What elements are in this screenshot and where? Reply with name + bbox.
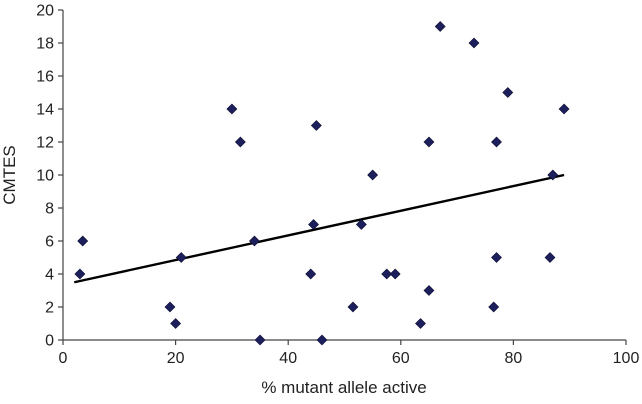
data-point-diamond <box>170 318 182 329</box>
data-point-diamond <box>434 21 446 32</box>
data-point-diamond <box>347 301 359 313</box>
data-point-diamond <box>491 136 502 148</box>
data-point-diamond <box>355 219 367 230</box>
x-tick-label: 20 <box>167 350 185 367</box>
data-point-diamond <box>423 136 435 148</box>
data-point-diamond <box>415 318 426 329</box>
y-tick-label: 10 <box>36 168 54 185</box>
data-point-diamond <box>488 301 500 313</box>
data-point-diamond <box>423 285 435 296</box>
data-points <box>74 21 570 346</box>
x-axis-ticks: 0 20 40 60 80 100 <box>59 340 640 367</box>
data-point-diamond <box>558 103 570 115</box>
y-tick-label: 16 <box>36 69 54 86</box>
y-tick-label: 6 <box>45 234 54 251</box>
y-tick-label: 0 <box>45 333 54 350</box>
data-point-diamond <box>254 334 266 346</box>
y-tick-label: 20 <box>36 3 54 20</box>
y-tick-label: 2 <box>45 300 54 317</box>
data-point-diamond <box>164 301 176 313</box>
y-tick-label: 12 <box>36 135 54 152</box>
data-point-diamond <box>226 103 238 115</box>
data-point-diamond <box>234 136 246 148</box>
data-point-diamond <box>544 252 556 263</box>
y-tick-label: 18 <box>36 36 54 53</box>
data-point-diamond <box>305 268 317 280</box>
data-point-diamond <box>175 252 187 263</box>
y-tick-label: 8 <box>45 201 54 218</box>
data-point-diamond <box>248 235 260 247</box>
x-tick-label: 0 <box>59 350 68 367</box>
data-point-diamond <box>389 268 401 280</box>
y-axis-ticks: 0 2 4 6 8 10 12 14 16 18 20 <box>36 3 63 350</box>
y-axis-title: CMTES <box>0 145 19 205</box>
data-point-diamond <box>74 268 86 280</box>
plot-area: 0 2 4 6 8 10 12 14 16 18 20 0 20 40 60 80 100 <box>36 3 639 368</box>
data-point-diamond <box>310 120 322 131</box>
x-tick-label: 100 <box>613 350 640 367</box>
data-point-diamond <box>308 219 319 230</box>
x-axis-title: % mutant allele active <box>261 378 426 397</box>
y-tick-label: 4 <box>45 267 54 284</box>
data-point-diamond <box>468 37 480 49</box>
data-point-diamond <box>491 252 502 263</box>
data-point-diamond <box>316 334 328 346</box>
y-tick-label: 14 <box>36 102 54 119</box>
x-tick-label: 80 <box>505 350 523 367</box>
data-point-diamond <box>77 235 89 247</box>
data-point-diamond <box>367 169 379 181</box>
data-point-diamond <box>547 169 559 181</box>
x-tick-label: 40 <box>279 350 297 367</box>
data-point-diamond <box>502 87 514 98</box>
x-tick-label: 60 <box>392 350 410 367</box>
data-point-diamond <box>381 268 393 280</box>
trendline <box>74 173 565 284</box>
